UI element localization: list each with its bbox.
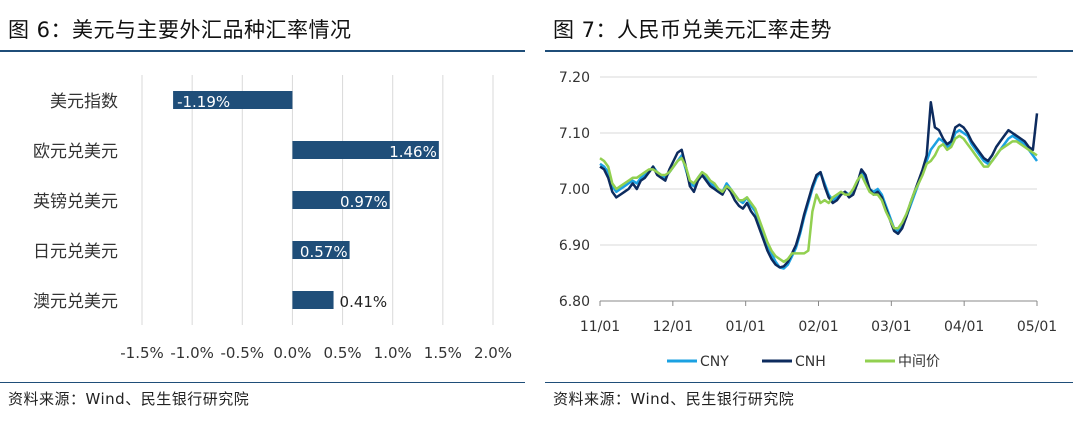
bar-data-label: 0.97%	[340, 193, 388, 211]
bar-data-label: 0.41%	[340, 293, 388, 311]
y-tick-label: 6.80	[559, 294, 590, 310]
left-chart-title: 图 6：美元与主要外汇品种汇率情况	[8, 18, 352, 42]
left-source-rule	[0, 382, 525, 383]
x-tick-label: 12/01	[653, 319, 693, 335]
x-tick-label: -0.5%	[221, 344, 265, 362]
y-tick-label: 7.20	[559, 70, 590, 86]
fx-bar-chart: -1.5% -1.0% -0.5% 0.0% 0.5% 1.0% 1.5% 2.0% 美元指数 -…	[33, 75, 512, 362]
legend-label: CNY	[700, 354, 729, 370]
category-label: 日元兑美元	[33, 242, 118, 262]
legend-label: CNH	[795, 354, 826, 370]
bar	[292, 241, 350, 259]
right-source-rule	[545, 382, 1073, 383]
bar	[292, 191, 390, 209]
right-source-note: 资料来源：Wind、民生银行研究院	[553, 390, 795, 408]
x-tick-label: 1.5%	[424, 344, 462, 362]
x-tick-label: 11/01	[580, 319, 620, 335]
category-label: 澳元兑美元	[33, 292, 118, 312]
y-tick-label: 6.90	[559, 238, 590, 254]
left-title-underline	[0, 50, 525, 52]
left-chart-panel: 图 6：美元与主要外汇品种汇率情况 -1.5% -1.0% -0.5% 0.0% 0.5…	[0, 0, 530, 425]
right-title-underline	[545, 50, 1073, 52]
right-chart-panel: 图 7：人民币兑美元汇率走势 6.80 6.90 7.00 7.10 7.20 11/01…	[545, 0, 1080, 425]
bar-data-label: -1.19%	[177, 93, 230, 111]
right-chart-title: 图 7：人民币兑美元汇率走势	[553, 18, 833, 42]
x-tick-label: 02/01	[798, 319, 838, 335]
bar-data-label: 0.57%	[300, 243, 348, 261]
legend-label: 中间价	[898, 354, 940, 370]
left-source-note: 资料来源：Wind、民生银行研究院	[8, 390, 250, 408]
y-tick-label: 7.10	[559, 126, 590, 142]
x-tick-label: 0.5%	[324, 344, 362, 362]
category-label: 美元指数	[50, 92, 118, 112]
x-tick-label: 0.0%	[273, 344, 311, 362]
x-tick-label: -1.5%	[120, 344, 164, 362]
x-tick-label: 04/01	[944, 319, 984, 335]
x-tick-label: -1.0%	[170, 344, 214, 362]
bar-data-label: 1.46%	[389, 143, 437, 161]
x-tick-label: 1.0%	[374, 344, 412, 362]
x-tick-label: 01/01	[725, 319, 765, 335]
bar	[292, 141, 439, 159]
cny-line-chart: 6.80 6.90 7.00 7.10 7.20 11/01 12/01 01/01 02/01…	[559, 70, 1057, 370]
bar	[173, 91, 293, 109]
series-line-cnh	[599, 100, 1039, 269]
category-label: 欧元兑美元	[33, 142, 118, 162]
x-tick-label: 2.0%	[474, 344, 512, 362]
series-line-central-parity	[599, 134, 1038, 264]
bar	[292, 291, 334, 309]
x-tick-label: 05/01	[1017, 319, 1057, 335]
x-tick-label: 03/01	[871, 319, 911, 335]
category-label: 英镑兑美元	[33, 192, 118, 212]
y-tick-label: 7.00	[559, 182, 590, 198]
